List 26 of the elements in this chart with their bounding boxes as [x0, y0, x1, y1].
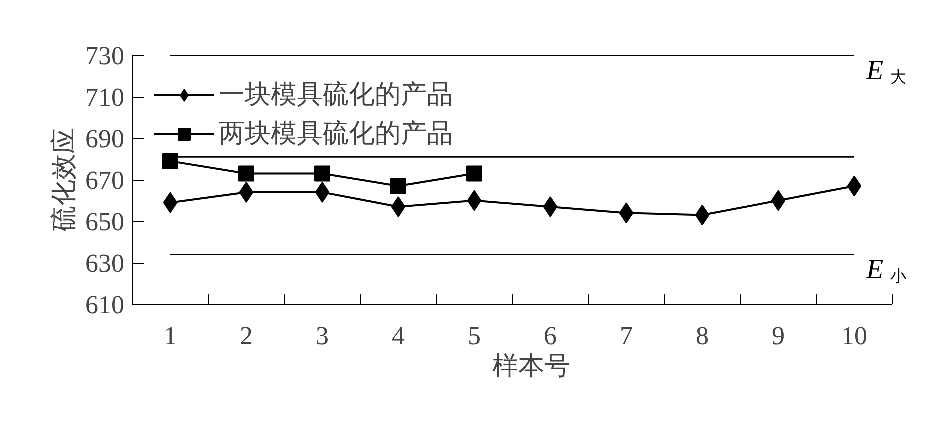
x-tick-label: 2	[240, 322, 253, 350]
x-tick-label: 10	[842, 322, 868, 350]
y-tick-label: 630	[86, 249, 124, 278]
x-tick-label: 3	[316, 322, 329, 350]
point	[390, 178, 406, 194]
y-tick-label: 670	[86, 166, 124, 195]
point	[466, 166, 482, 182]
point	[238, 166, 254, 182]
x-tick-label: 6	[544, 322, 557, 350]
legend-label: 一块模具硫化的产品	[219, 79, 453, 111]
point	[162, 153, 178, 170]
y-tick-label: 690	[86, 124, 124, 154]
x-tick-label: 7	[620, 322, 633, 350]
point	[314, 166, 330, 182]
x-tick-label: 1	[164, 322, 177, 350]
x-tick-label: 8	[696, 322, 709, 350]
x-tick-label: 4	[392, 322, 405, 350]
y-tick-label: 610	[86, 290, 124, 320]
x-axis-title: 样本号	[492, 352, 570, 380]
legend-label: 两块模具硫化的产品	[219, 118, 453, 150]
y-tick-label: 650	[86, 208, 124, 236]
x-tick-label: 9	[772, 322, 785, 350]
x-tick-label: 5	[468, 322, 481, 350]
y-tick-label: 730	[86, 42, 124, 70]
y-tick-label: 710	[86, 83, 124, 112]
y-axis-title: 硫化效应	[50, 128, 78, 232]
